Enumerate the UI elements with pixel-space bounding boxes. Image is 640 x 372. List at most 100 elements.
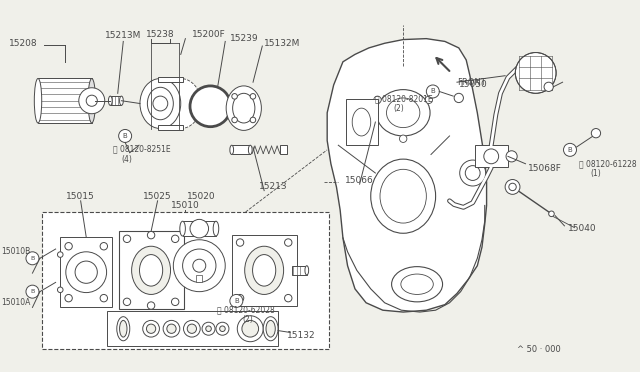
Circle shape xyxy=(232,94,237,99)
Circle shape xyxy=(153,96,168,111)
Bar xyxy=(232,235,296,305)
Text: B: B xyxy=(123,133,127,139)
Circle shape xyxy=(190,86,231,127)
Text: 15025: 15025 xyxy=(143,192,172,201)
Circle shape xyxy=(100,243,108,250)
Ellipse shape xyxy=(253,254,276,286)
Circle shape xyxy=(465,166,480,180)
Text: 15010B: 15010B xyxy=(1,247,31,256)
Circle shape xyxy=(182,249,216,282)
Ellipse shape xyxy=(233,93,255,123)
Text: 15050: 15050 xyxy=(459,80,488,90)
Text: 15066: 15066 xyxy=(345,176,374,185)
Text: 15068F: 15068F xyxy=(528,164,562,173)
Text: (2): (2) xyxy=(393,104,404,113)
Circle shape xyxy=(242,320,259,337)
Ellipse shape xyxy=(387,98,420,128)
Circle shape xyxy=(118,129,132,142)
Bar xyxy=(107,311,278,346)
Circle shape xyxy=(505,180,520,194)
Circle shape xyxy=(172,235,179,243)
Text: B: B xyxy=(431,89,435,94)
Text: 15040: 15040 xyxy=(568,224,596,233)
Circle shape xyxy=(515,52,556,93)
Circle shape xyxy=(250,117,256,123)
Ellipse shape xyxy=(35,78,42,123)
Circle shape xyxy=(425,96,433,103)
Ellipse shape xyxy=(108,96,112,105)
Circle shape xyxy=(173,240,225,292)
Ellipse shape xyxy=(305,266,308,275)
Text: 15015: 15015 xyxy=(67,192,95,201)
Bar xyxy=(292,266,307,275)
Circle shape xyxy=(591,129,600,138)
Circle shape xyxy=(285,239,292,246)
Circle shape xyxy=(190,219,209,238)
Circle shape xyxy=(232,117,237,123)
Circle shape xyxy=(58,287,63,293)
Text: (1): (1) xyxy=(591,169,602,177)
Ellipse shape xyxy=(120,320,127,337)
Ellipse shape xyxy=(132,246,170,294)
Ellipse shape xyxy=(392,267,443,302)
Circle shape xyxy=(163,320,180,337)
Circle shape xyxy=(484,149,499,164)
Bar xyxy=(60,237,112,307)
Ellipse shape xyxy=(401,274,433,294)
Ellipse shape xyxy=(147,87,173,120)
Text: Ⓑ 08120-61228: Ⓑ 08120-61228 xyxy=(579,159,637,168)
Circle shape xyxy=(202,322,215,335)
Ellipse shape xyxy=(376,90,430,136)
Text: 15132: 15132 xyxy=(287,331,316,340)
Ellipse shape xyxy=(352,108,371,136)
Ellipse shape xyxy=(161,78,201,129)
Bar xyxy=(159,77,182,82)
Text: Ⓑ 08120-8201E: Ⓑ 08120-8201E xyxy=(376,94,433,103)
Bar xyxy=(232,145,250,154)
Ellipse shape xyxy=(371,159,436,233)
Bar xyxy=(118,231,184,309)
Ellipse shape xyxy=(213,221,219,236)
Circle shape xyxy=(124,298,131,305)
Circle shape xyxy=(167,324,176,333)
Bar xyxy=(346,99,378,145)
Bar xyxy=(159,125,182,131)
Circle shape xyxy=(206,326,211,331)
Circle shape xyxy=(236,239,244,246)
Bar xyxy=(110,96,122,105)
Text: Ⓑ 08120-62028: Ⓑ 08120-62028 xyxy=(217,306,275,315)
Text: Ⓑ 08120-8251E: Ⓑ 08120-8251E xyxy=(113,144,171,153)
Circle shape xyxy=(188,324,196,333)
Bar xyxy=(196,275,202,282)
Text: 15010: 15010 xyxy=(171,201,200,210)
Circle shape xyxy=(184,320,200,337)
Circle shape xyxy=(250,94,256,99)
Bar xyxy=(42,212,329,349)
Circle shape xyxy=(193,259,206,272)
Text: (4): (4) xyxy=(122,155,132,164)
Circle shape xyxy=(563,143,577,156)
Circle shape xyxy=(454,93,463,103)
Text: B: B xyxy=(568,147,572,153)
Bar xyxy=(38,78,92,123)
Ellipse shape xyxy=(226,86,261,131)
Ellipse shape xyxy=(140,254,163,286)
Circle shape xyxy=(460,160,486,186)
Polygon shape xyxy=(327,39,486,312)
Circle shape xyxy=(237,316,263,342)
Text: 15010A: 15010A xyxy=(1,298,31,307)
Text: 15213M: 15213M xyxy=(105,31,141,40)
Circle shape xyxy=(506,151,517,162)
Circle shape xyxy=(236,294,244,302)
Circle shape xyxy=(147,231,155,239)
Circle shape xyxy=(216,322,229,335)
Circle shape xyxy=(26,252,39,265)
Circle shape xyxy=(285,294,292,302)
Text: (2): (2) xyxy=(242,315,253,324)
Circle shape xyxy=(86,95,97,106)
Text: 15213: 15213 xyxy=(259,182,288,192)
Circle shape xyxy=(79,88,105,114)
Circle shape xyxy=(65,294,72,302)
Text: 15200F: 15200F xyxy=(192,29,226,39)
Ellipse shape xyxy=(380,169,426,223)
